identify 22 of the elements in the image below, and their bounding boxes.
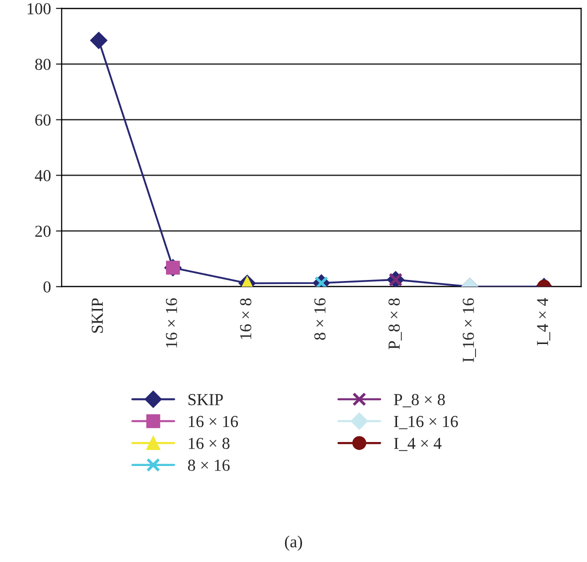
y-tick-label: 60 bbox=[35, 114, 51, 126]
y-tick-label: 20 bbox=[35, 226, 51, 237]
legend-label: P_8 × 8 bbox=[394, 394, 445, 408]
legend-label: 16 × 16 bbox=[188, 416, 238, 428]
x-tick-label: 16 × 16 bbox=[166, 298, 178, 348]
point bbox=[90, 32, 108, 49]
y-tick-label: 40 bbox=[34, 170, 51, 182]
y-tick-label: 100 bbox=[28, 3, 51, 14]
y-tick-label: 0 bbox=[44, 281, 51, 293]
text: (a) bbox=[284, 536, 302, 551]
legend-label: I_4 × 4 bbox=[394, 438, 442, 452]
x-tick-label: I_4 × 4 bbox=[537, 298, 550, 346]
x-tick-label: SKIP bbox=[92, 298, 103, 333]
legend-label: SKIP bbox=[188, 394, 223, 406]
y-tick-label: 80 bbox=[35, 58, 51, 70]
x-tick-label: I_16 × 16 bbox=[462, 298, 476, 362]
x-tick-label: 16 × 8 bbox=[240, 298, 252, 339]
legend-label: 16 × 8 bbox=[188, 438, 230, 450]
x-tick-label: P_8 × 8 bbox=[388, 298, 402, 350]
x-tick-label: 8 × 16 bbox=[314, 298, 326, 340]
legend-label: 8 × 16 bbox=[188, 460, 230, 471]
legend-label: I_16 × 16 bbox=[394, 416, 458, 430]
